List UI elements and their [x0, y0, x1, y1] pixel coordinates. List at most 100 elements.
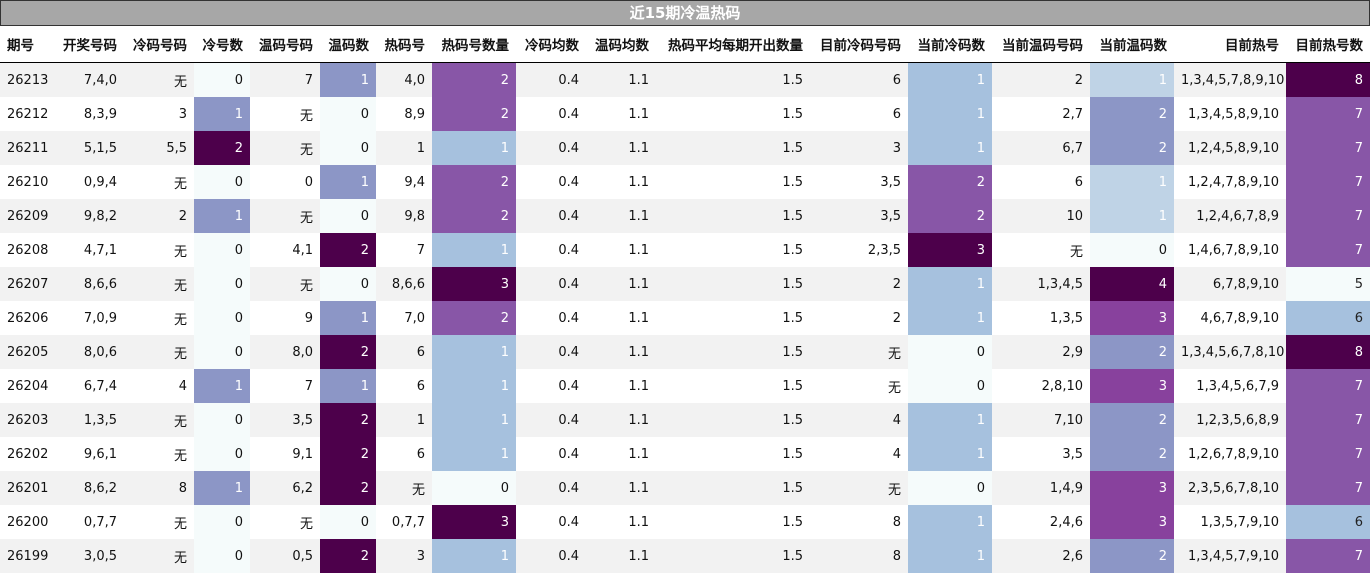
table-cell: 9,8,2	[54, 199, 124, 233]
table-cell: 1	[376, 131, 432, 165]
table-cell: 2	[432, 165, 516, 199]
table-cell: 9	[250, 301, 320, 335]
table-cell: 26209	[0, 199, 54, 233]
table-cell: 0,5	[250, 539, 320, 573]
table-cell: 无	[124, 403, 194, 437]
table-cell: 9,6,1	[54, 437, 124, 471]
table-cell: 2	[1090, 539, 1174, 573]
column-header: 热码号	[376, 26, 432, 63]
column-header: 开奖号码	[54, 26, 124, 63]
table-cell: 26205	[0, 335, 54, 369]
table-cell: 0.4	[516, 539, 586, 573]
table-cell: 0	[250, 165, 320, 199]
column-header: 目前热号	[1174, 26, 1286, 63]
table-cell: 2	[1090, 97, 1174, 131]
table-cell: 1	[432, 539, 516, 573]
table-cell: 6,7,4	[54, 369, 124, 403]
table-cell: 7	[376, 233, 432, 267]
table-cell: 26211	[0, 131, 54, 165]
table-cell: 3	[1090, 369, 1174, 403]
table-cell: 5,1,5	[54, 131, 124, 165]
column-header: 当前冷码数	[908, 26, 992, 63]
table-cell: 0,7,7	[376, 505, 432, 539]
table-cell: 1.1	[586, 165, 656, 199]
table-cell: 1,3,4,5,7,8,9,10	[1174, 62, 1286, 97]
table-cell: 1.1	[586, 335, 656, 369]
table-cell: 2	[992, 62, 1090, 97]
table-cell: 2	[320, 403, 376, 437]
table-cell: 8,9	[376, 97, 432, 131]
column-header: 温码均数	[586, 26, 656, 63]
table-cell: 1	[908, 62, 992, 97]
table-cell: 3	[1090, 505, 1174, 539]
table-cell: 0	[320, 97, 376, 131]
table-cell: 0.4	[516, 267, 586, 301]
table-cell: 0.4	[516, 62, 586, 97]
table-row: 26208 4,7,1 无 0 4,1 2 7 1 0.4 1.1 1.5 2,3,5 3 无 0 1,4,6…	[0, 233, 1370, 267]
table-cell: 0	[194, 301, 250, 335]
table-cell: 6,7,8,9,10	[1174, 267, 1286, 301]
table-cell: 1,4,9	[992, 471, 1090, 505]
table-cell: 无	[810, 369, 908, 403]
table-cell: 2,3,5,6,7,8,10	[1174, 471, 1286, 505]
table-cell: 7	[1286, 97, 1370, 131]
table-row: 26203 1,3,5 无 0 3,5 2 1 1 0.4 1.1 1.5 4 1 7,10 2 1,2,3,…	[0, 403, 1370, 437]
table-cell: 3,5	[810, 199, 908, 233]
table-cell: 2	[1090, 335, 1174, 369]
table-cell: 1,2,3,5,6,8,9	[1174, 403, 1286, 437]
table-cell: 4	[124, 369, 194, 403]
table-cell: 7	[250, 369, 320, 403]
table-cell: 26204	[0, 369, 54, 403]
table-cell: 1.1	[586, 403, 656, 437]
table-cell: 7	[1286, 471, 1370, 505]
table-cell: 无	[992, 233, 1090, 267]
table-cell: 0	[908, 471, 992, 505]
table-cell: 2,7	[992, 97, 1090, 131]
table-cell: 6	[376, 437, 432, 471]
table-cell: 2	[320, 539, 376, 573]
table-cell: 26201	[0, 471, 54, 505]
column-header: 目前冷码号码	[810, 26, 908, 63]
table-cell: 1	[908, 301, 992, 335]
table-cell: 8	[1286, 62, 1370, 97]
column-header: 温码数	[320, 26, 376, 63]
table-cell: 10	[992, 199, 1090, 233]
table-cell: 1	[908, 437, 992, 471]
table-cell: 4	[1090, 267, 1174, 301]
table-cell: 无	[250, 505, 320, 539]
table-cell: 4,0	[376, 62, 432, 97]
table-cell: 0,9,4	[54, 165, 124, 199]
table-cell: 1	[1090, 199, 1174, 233]
table-cell: 1.1	[586, 199, 656, 233]
table-cell: 4,6,7,8,9,10	[1174, 301, 1286, 335]
table-cell: 1,3,5	[54, 403, 124, 437]
table-cell: 1,3,4,5,7,9,10	[1174, 539, 1286, 573]
table-cell: 6	[992, 165, 1090, 199]
table-row: 26204 6,7,4 4 1 7 1 6 1 0.4 1.1 1.5 无 0 2,8,10 3 1,3,4,…	[0, 369, 1370, 403]
table-cell: 8,6,6	[54, 267, 124, 301]
table-cell: 8,0,6	[54, 335, 124, 369]
table-cell: 2	[432, 97, 516, 131]
table-cell: 1.5	[656, 369, 810, 403]
table-cell: 1.1	[586, 62, 656, 97]
table-cell: 2	[810, 267, 908, 301]
table-row: 26206 7,0,9 无 0 9 1 7,0 2 0.4 1.1 1.5 2 1 1,3,5 3 4,6,7…	[0, 301, 1370, 335]
table-cell: 1.5	[656, 301, 810, 335]
table-cell: 2	[1090, 437, 1174, 471]
table-cell: 0,7,7	[54, 505, 124, 539]
column-header: 热码号数量	[432, 26, 516, 63]
table-cell: 3	[432, 505, 516, 539]
header-row: 期号 开奖号码 冷码号码 冷号数 温码号码 温码数 热码号 热码号数量 冷码均数 温码均数 热码平均…	[0, 26, 1370, 63]
table-cell: 3	[432, 267, 516, 301]
table-cell: 6	[810, 97, 908, 131]
table-cell: 0.4	[516, 301, 586, 335]
table-cell: 2,8,10	[992, 369, 1090, 403]
table-cell: 8,0	[250, 335, 320, 369]
table-cell: 2	[1090, 403, 1174, 437]
table-cell: 1.5	[656, 267, 810, 301]
table-cell: 1	[194, 471, 250, 505]
table-cell: 0	[194, 233, 250, 267]
column-header: 冷号数	[194, 26, 250, 63]
table-cell: 3	[908, 233, 992, 267]
table-cell: 1	[908, 539, 992, 573]
